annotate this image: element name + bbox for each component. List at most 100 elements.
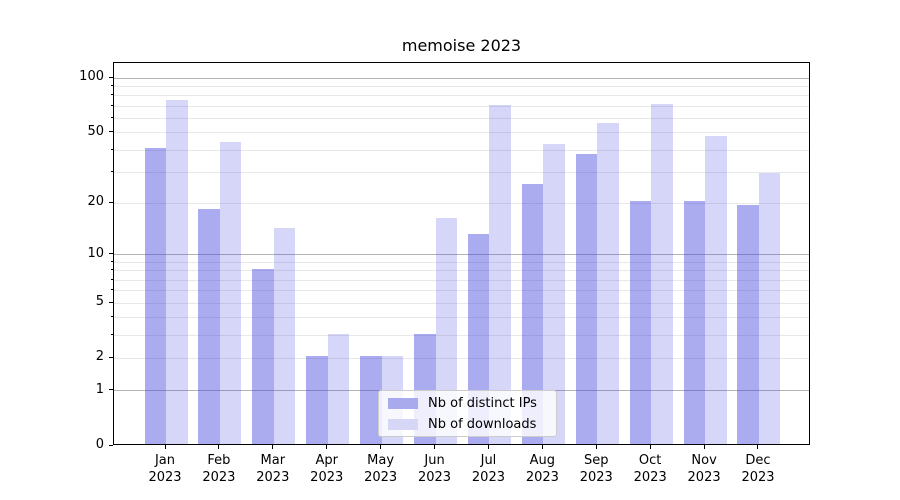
bar-distinct-ips — [683, 201, 706, 444]
y-tick — [109, 356, 113, 358]
x-tick-label-year: 2023 — [364, 470, 398, 485]
bar-downloads — [435, 218, 458, 444]
x-tick-label: Nov 2023 — [676, 452, 732, 486]
y-tick-label: 1 — [95, 381, 104, 397]
x-tick-label-year: 2023 — [525, 470, 559, 485]
bar-downloads — [273, 228, 296, 444]
y-minor-tick — [111, 289, 113, 291]
x-tick — [649, 445, 651, 449]
y-minor-tick — [111, 269, 113, 271]
bar-distinct-ips — [252, 268, 274, 444]
y-minor-tick — [111, 116, 113, 118]
y-grid-line-minor — [114, 357, 809, 359]
y-tick-label: 5 — [95, 294, 104, 310]
bar-distinct-ips — [575, 154, 598, 444]
x-tick-label-month: May — [367, 453, 395, 468]
bar-downloads — [758, 172, 781, 444]
y-minor-tick — [111, 316, 113, 318]
y-grid-line-minor — [114, 171, 809, 173]
bar-downloads — [327, 333, 350, 444]
y-grid-line-minor — [114, 86, 809, 88]
y-grid-line-minor — [114, 262, 809, 263]
bar-downloads — [543, 144, 565, 444]
y-tick — [109, 131, 113, 133]
x-tick — [703, 445, 705, 449]
y-grid-line-minor — [114, 302, 809, 304]
y-tick-label: 0 — [95, 437, 104, 452]
x-tick-label-year: 2023 — [148, 470, 182, 485]
x-tick-label-month: Jun — [424, 453, 445, 468]
x-tick — [434, 445, 436, 449]
x-tick-label: May 2023 — [353, 452, 409, 486]
y-grid-line-minor — [114, 290, 809, 292]
y-grid-line-minor — [114, 270, 809, 272]
bar-distinct-ips — [629, 201, 652, 444]
x-tick-label: Jul 2023 — [460, 452, 516, 486]
x-tick-label-year: 2023 — [687, 470, 721, 485]
x-tick — [218, 445, 220, 449]
bar-distinct-ips — [360, 356, 382, 444]
x-tick-label-year: 2023 — [633, 470, 667, 485]
bar-distinct-ips — [737, 205, 759, 444]
x-tick-label-year: 2023 — [256, 470, 290, 485]
x-tick — [380, 445, 382, 449]
x-tick-label-month: Mar — [260, 453, 286, 468]
y-grid-line-minor — [114, 335, 809, 337]
y-minor-tick — [111, 85, 113, 87]
x-tick-label-year: 2023 — [417, 470, 452, 485]
y-tick — [109, 201, 113, 203]
x-tick-label: Feb 2023 — [191, 452, 247, 486]
bar-distinct-ips — [198, 209, 220, 444]
bar-downloads — [219, 142, 242, 444]
x-tick-label-month: Dec — [745, 453, 771, 468]
y-tick-label: 20 — [87, 194, 104, 210]
bar-downloads — [705, 135, 727, 444]
y-tick — [109, 253, 113, 255]
bar-downloads — [597, 123, 619, 444]
legend-item-distinct-ips: Nb of distinct IPs — [388, 393, 556, 414]
x-tick-label-month: Apr — [315, 453, 338, 468]
x-tick — [164, 445, 166, 449]
y-grid-line-minor — [114, 95, 809, 97]
x-tick-label: Sep 2023 — [568, 452, 624, 486]
x-tick-label: Oct 2023 — [622, 452, 678, 486]
y-minor-tick — [111, 334, 113, 336]
y-grid-line-minor — [114, 149, 809, 151]
x-tick — [272, 445, 274, 449]
legend-swatch-distinct-ips — [388, 397, 418, 409]
chart-title: memoise 2023 — [401, 36, 522, 55]
x-tick-label-year: 2023 — [471, 470, 505, 485]
x-tick-label-month: Nov — [691, 453, 717, 468]
legend-swatch-downloads — [388, 418, 418, 430]
bar-distinct-ips — [521, 184, 544, 444]
x-tick-label-month: Jul — [480, 453, 497, 468]
x-tick-label: Apr 2023 — [299, 452, 355, 486]
bar-downloads — [166, 99, 188, 444]
y-minor-tick — [111, 104, 113, 106]
x-tick-label-year: 2023 — [202, 470, 236, 485]
y-tick — [109, 444, 113, 446]
y-grid-line-major — [114, 254, 809, 256]
y-tick — [109, 301, 113, 303]
plot-area — [113, 62, 810, 445]
bar-downloads — [489, 105, 511, 444]
legend: Nb of distinct IPs Nb of downloads — [378, 390, 557, 437]
x-tick — [757, 445, 759, 449]
y-minor-tick — [111, 170, 113, 172]
y-minor-tick — [111, 261, 113, 262]
x-tick-label: Jun 2023 — [407, 452, 463, 486]
x-tick-label-year: 2023 — [741, 470, 775, 485]
y-tick-label: 100 — [79, 69, 104, 85]
x-tick-label-month: Jan — [154, 453, 176, 468]
x-tick-label-year: 2023 — [310, 470, 344, 485]
y-tick-label: 50 — [87, 123, 104, 139]
y-minor-tick — [111, 94, 113, 96]
y-grid-line-major — [114, 77, 809, 79]
bar-distinct-ips — [306, 356, 328, 444]
legend-label-downloads: Nb of downloads — [428, 416, 537, 432]
y-tick — [109, 76, 113, 78]
x-tick-label-month: Sep — [584, 453, 609, 468]
legend-label-distinct-ips: Nb of distinct IPs — [428, 395, 537, 411]
x-tick-label-year: 2023 — [579, 470, 613, 485]
